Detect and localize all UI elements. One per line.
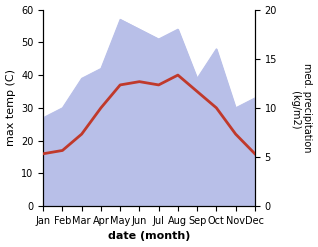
Y-axis label: max temp (C): max temp (C) bbox=[5, 69, 16, 146]
X-axis label: date (month): date (month) bbox=[108, 231, 190, 242]
Y-axis label: med. precipitation
 (kg/m2): med. precipitation (kg/m2) bbox=[291, 63, 313, 153]
